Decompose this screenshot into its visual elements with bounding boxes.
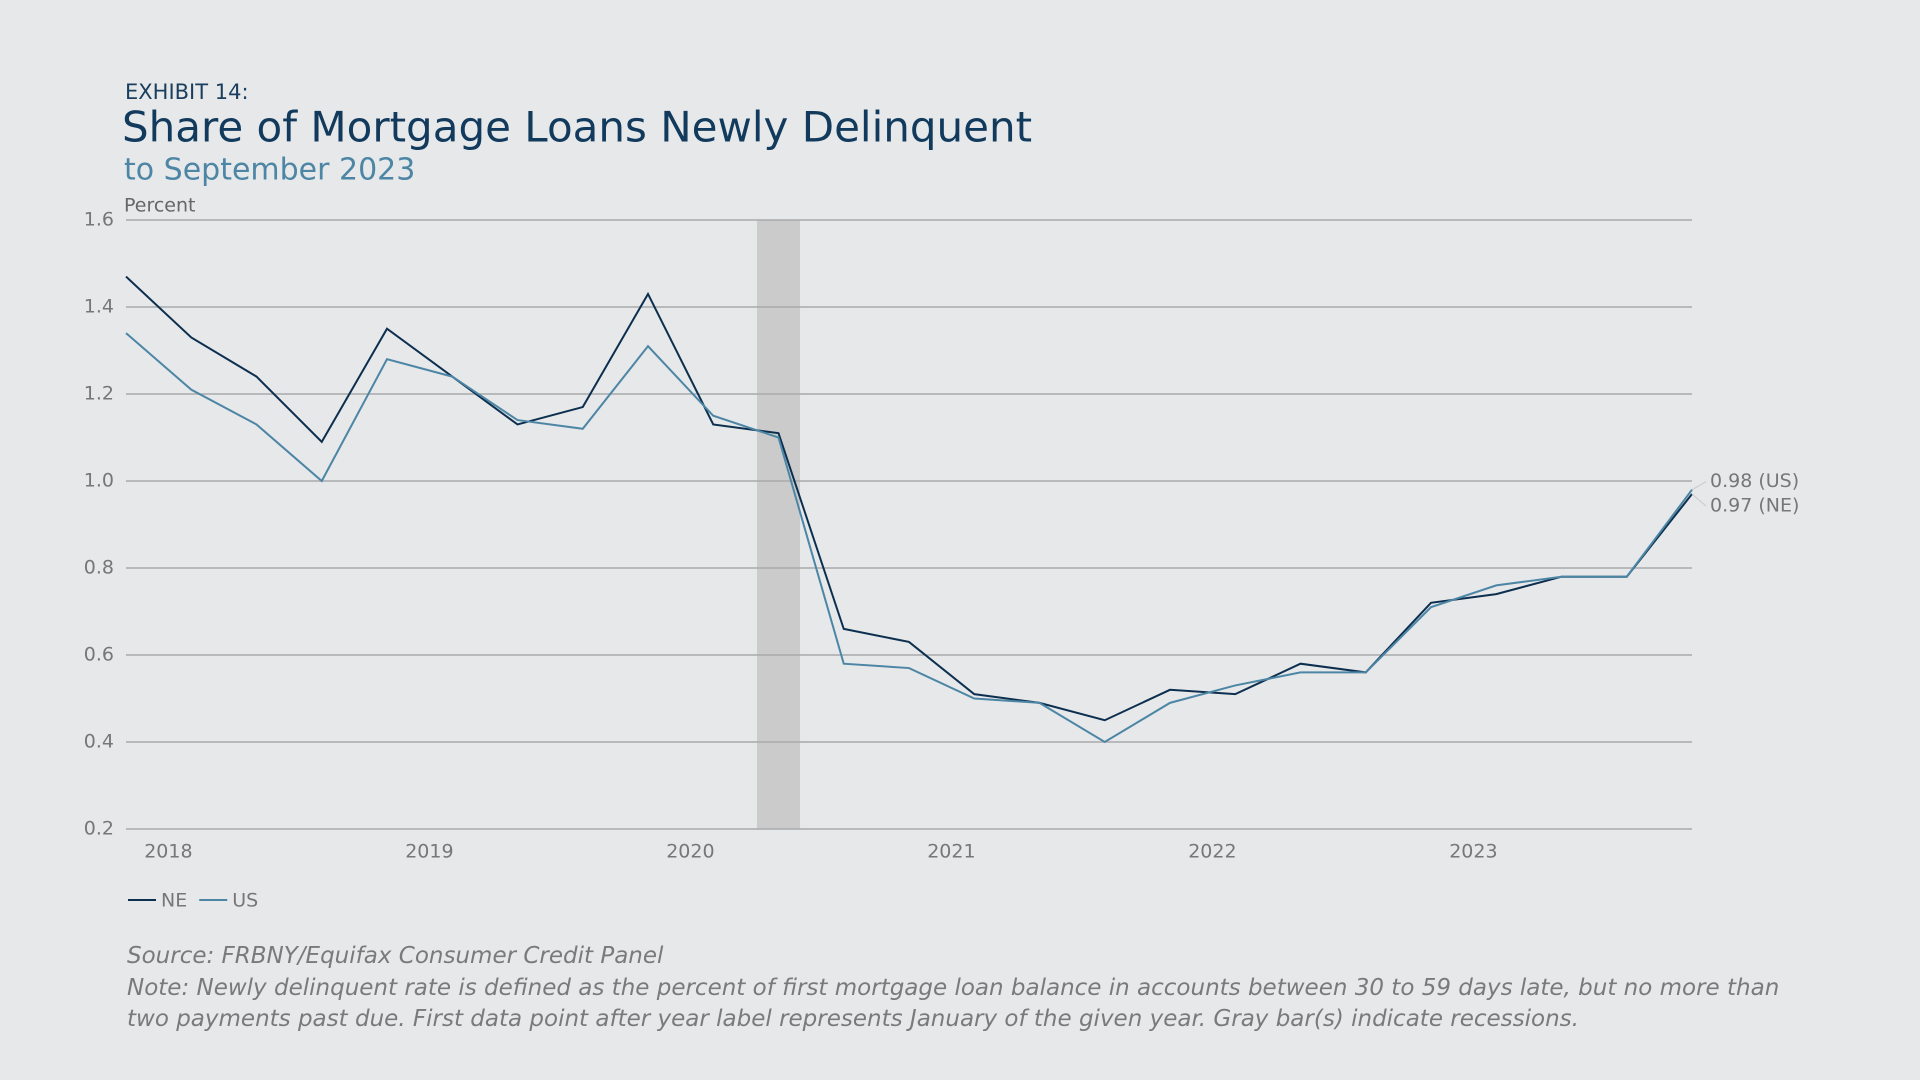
legend-label: NE <box>161 890 187 912</box>
x-tick-label: 2018 <box>144 841 192 863</box>
end-label-leader <box>1691 481 1707 491</box>
x-tick-label: 2020 <box>666 841 714 863</box>
exhibit-label: EXHIBIT 14: <box>125 80 249 104</box>
y-tick-label: 1.2 <box>84 383 114 405</box>
note: Note: Newly delinquent rate is defined a… <box>127 975 1780 1032</box>
y-tick-label: 0.8 <box>84 557 114 579</box>
legend-label: US <box>232 890 258 912</box>
x-tick-label: 2019 <box>405 841 453 863</box>
y-tick-label: 0.2 <box>84 818 114 840</box>
x-tick-label: 2023 <box>1449 841 1497 863</box>
y-tick-label: 1.6 <box>84 209 114 231</box>
series-line <box>125 332 1693 744</box>
y-tick-label: 1.4 <box>84 296 114 318</box>
source: Source: FRBNY/Equifax Consumer Credit Pa… <box>127 943 664 969</box>
y-tick-label: 1.0 <box>84 470 114 492</box>
series-line <box>125 275 1693 722</box>
chart-title: Share of Mortgage Loans Newly Delinquent <box>122 103 1032 152</box>
x-tick-label: 2021 <box>927 841 975 863</box>
end-label: 0.97 (NE) <box>1710 495 1799 517</box>
y-tick-label: 0.6 <box>84 644 114 666</box>
x-tick-label: 2022 <box>1188 841 1236 863</box>
end-label-leader <box>1691 493 1707 507</box>
y-axis-label: Percent <box>124 195 196 217</box>
y-tick-label: 0.4 <box>84 731 114 753</box>
recession-bar <box>756 220 801 829</box>
end-label: 0.98 (US) <box>1710 470 1799 492</box>
chart-subtitle: to September 2023 <box>124 153 415 188</box>
